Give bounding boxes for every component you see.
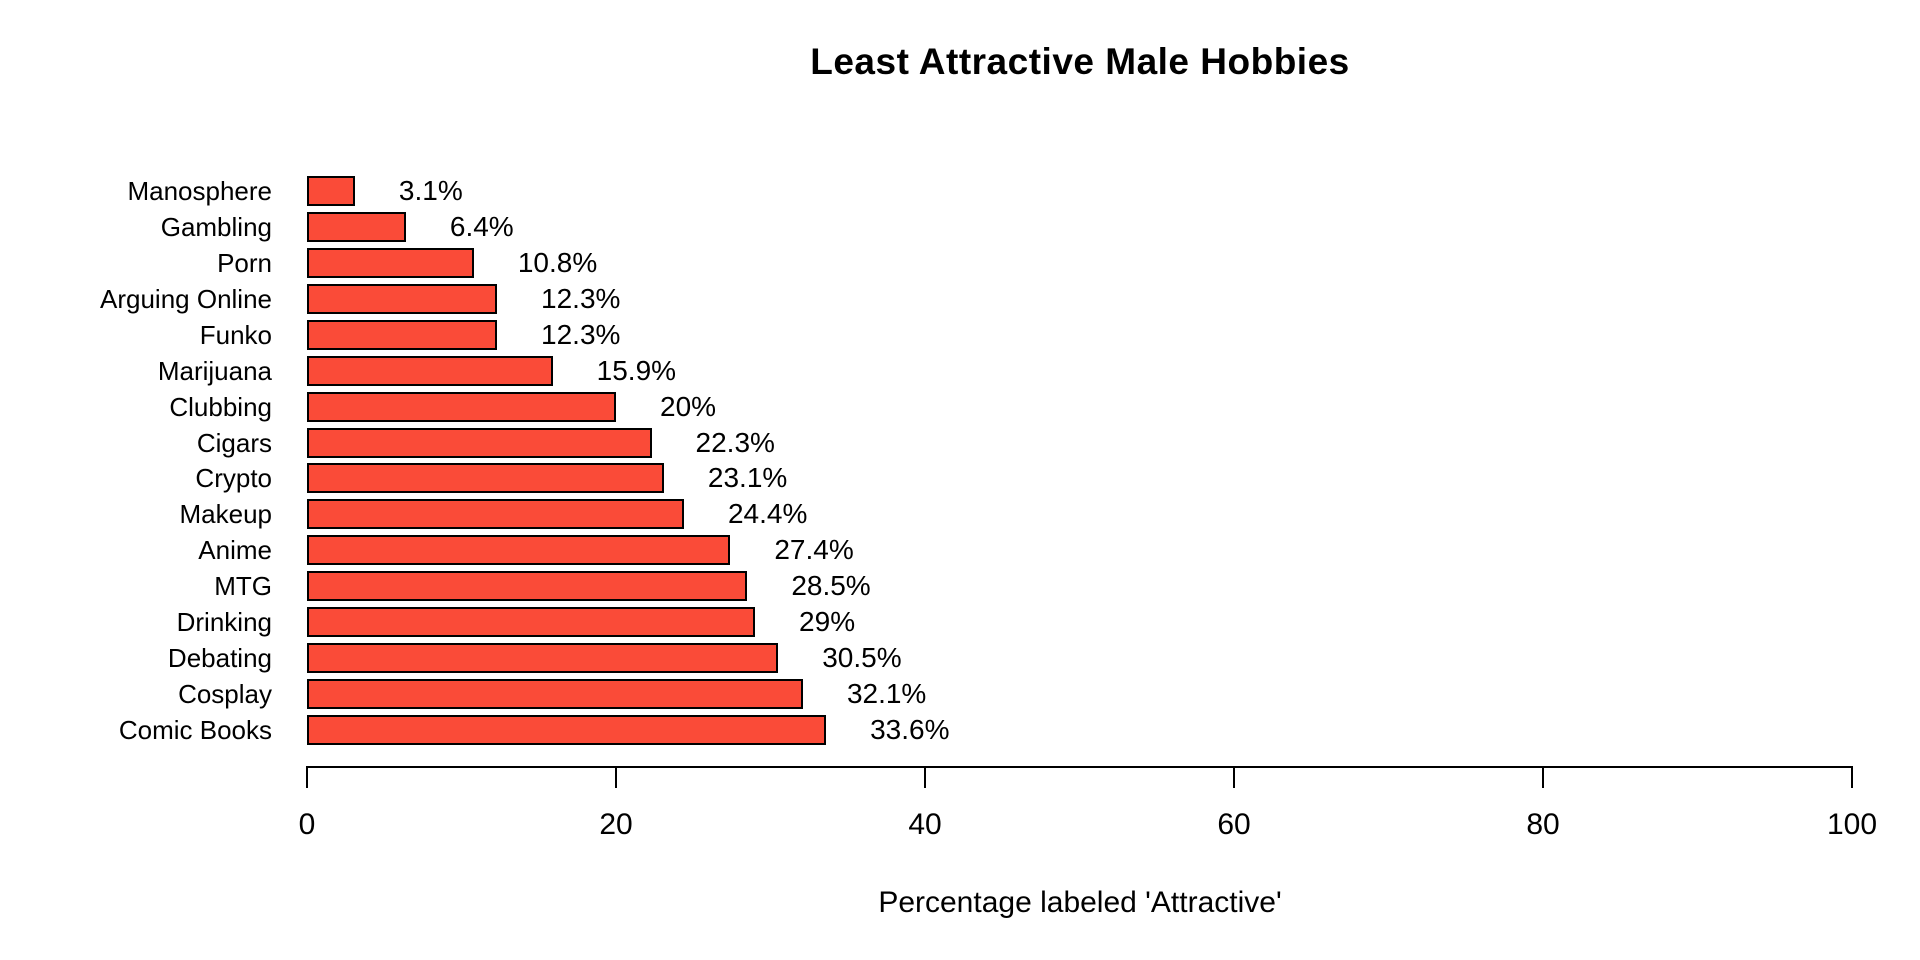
value-label: 30.5%	[822, 642, 902, 674]
value-label: 12.3%	[541, 282, 621, 314]
category-label: Manosphere	[127, 176, 272, 206]
value-label: 23.1%	[707, 462, 788, 494]
value-label: 10.8%	[517, 246, 598, 278]
x-axis-tick	[615, 767, 617, 788]
x-axis-tick	[1542, 767, 1544, 788]
value-label: 27.4%	[774, 534, 854, 566]
bar	[307, 571, 748, 602]
value-label: 12.3%	[541, 318, 621, 350]
chart-title: Least Attractive Male Hobbies	[810, 41, 1350, 82]
bar	[307, 463, 664, 494]
bar	[307, 355, 553, 386]
value-label: 20%	[660, 390, 717, 422]
value-label: 6.4%	[449, 210, 514, 242]
value-label: 22.3%	[695, 426, 775, 458]
category-label: Anime	[198, 535, 272, 566]
category-label: Arguing Online	[100, 283, 272, 314]
x-axis-tick-label: 0	[298, 808, 316, 841]
category-label: MTG	[214, 571, 272, 602]
bar	[307, 607, 756, 638]
bar	[307, 391, 616, 422]
value-label: 15.9%	[596, 354, 677, 386]
x-axis-tick	[1233, 767, 1235, 788]
bar	[307, 283, 498, 314]
bar	[307, 499, 684, 530]
category-label: Cigars	[196, 427, 272, 458]
bar	[307, 679, 803, 710]
value-label: 24.4%	[727, 498, 808, 530]
category-label: Gambling	[160, 211, 272, 242]
value-label: 3.1%	[398, 175, 463, 206]
category-label: Clubbing	[169, 391, 272, 422]
x-axis-title: Percentage labeled 'Attractive'	[878, 886, 1282, 919]
bar	[307, 535, 731, 566]
x-axis-tick	[1851, 767, 1853, 788]
x-axis-tick-label: 80	[1526, 808, 1560, 841]
x-axis-line	[306, 766, 1853, 768]
value-label: 32.1%	[846, 678, 927, 710]
category-label: Crypto	[195, 463, 272, 494]
category-label: Debating	[167, 643, 272, 674]
category-label: Marijuana	[157, 355, 272, 386]
bar	[307, 427, 652, 458]
category-label: Cosplay	[178, 679, 272, 710]
category-label: Porn	[217, 247, 272, 278]
category-label: Comic Books	[118, 714, 272, 745]
x-axis-tick	[924, 767, 926, 788]
value-label: 29%	[799, 606, 856, 638]
category-label: Makeup	[179, 499, 273, 530]
value-label: 33.6%	[870, 713, 950, 745]
x-axis-tick	[306, 767, 308, 788]
bar	[307, 176, 355, 206]
x-axis-tick-label: 20	[599, 808, 633, 841]
bar	[307, 211, 406, 242]
category-label: Drinking	[176, 607, 272, 638]
x-axis-tick-label: 40	[908, 808, 942, 841]
value-label: 28.5%	[791, 570, 871, 602]
bar	[307, 319, 498, 350]
x-axis-tick-label: 100	[1826, 808, 1878, 841]
x-axis-tick-label: 60	[1217, 808, 1251, 841]
category-label: Funko	[199, 319, 272, 350]
bar	[307, 714, 827, 745]
bar	[307, 247, 474, 278]
bar	[307, 643, 779, 674]
